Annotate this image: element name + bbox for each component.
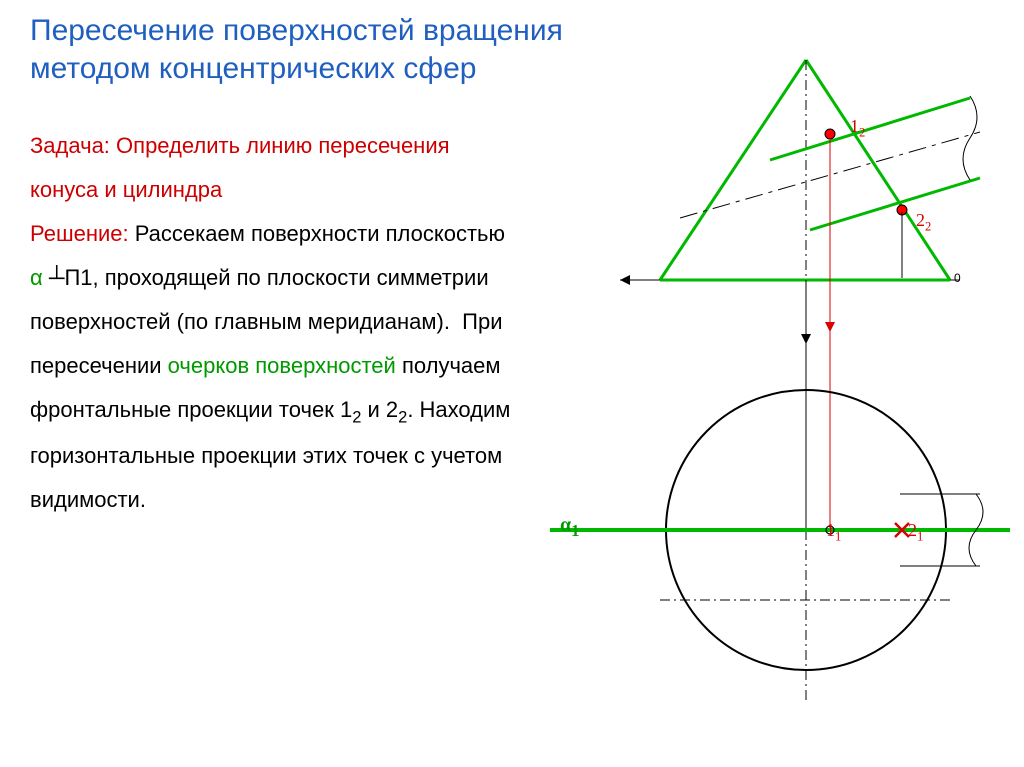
diagram-point-label: 22: [916, 210, 931, 235]
diagram-point-label: 21: [908, 520, 923, 545]
page-title: Пересечение поверхностей вращения методо…: [30, 12, 590, 87]
svg-text:0: 0: [954, 271, 961, 285]
diagram-point-label: 11: [826, 520, 841, 545]
diagram-point-label: 12: [850, 116, 865, 141]
problem-body: Задача: Определить линию пересечения кон…: [30, 124, 520, 522]
geometry-diagram: 0 12 22 11 21 α1: [540, 40, 1020, 740]
alpha-plane-label: α1: [560, 514, 580, 541]
